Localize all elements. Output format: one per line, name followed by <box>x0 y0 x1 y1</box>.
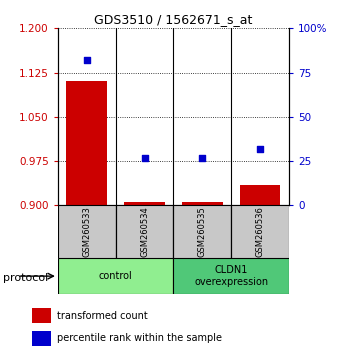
Point <box>257 146 263 152</box>
Bar <box>32 331 51 346</box>
Text: GSM260536: GSM260536 <box>256 206 265 257</box>
Bar <box>67 81 107 205</box>
Bar <box>58 258 173 294</box>
Bar <box>116 205 173 258</box>
Text: GSM260533: GSM260533 <box>82 206 91 257</box>
Bar <box>58 205 116 258</box>
Text: GSM260535: GSM260535 <box>198 206 207 257</box>
Text: control: control <box>99 271 133 281</box>
Text: transformed count: transformed count <box>57 311 148 321</box>
Text: percentile rank within the sample: percentile rank within the sample <box>57 333 222 343</box>
Point <box>200 155 205 160</box>
Point <box>84 57 89 63</box>
Point <box>142 155 147 160</box>
Bar <box>182 202 223 205</box>
Bar <box>32 308 51 323</box>
Title: GDS3510 / 1562671_s_at: GDS3510 / 1562671_s_at <box>94 13 253 26</box>
Text: CLDN1
overexpression: CLDN1 overexpression <box>194 265 268 287</box>
Bar <box>231 205 289 258</box>
Bar <box>240 185 280 205</box>
Text: GSM260534: GSM260534 <box>140 206 149 257</box>
Bar <box>124 202 165 205</box>
Text: protocol: protocol <box>3 273 49 283</box>
Bar <box>173 205 231 258</box>
Bar <box>173 258 289 294</box>
